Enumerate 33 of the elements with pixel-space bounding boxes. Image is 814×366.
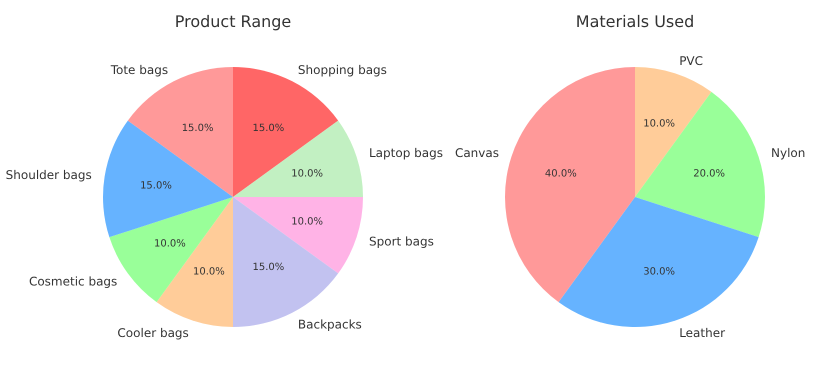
chart-title: Materials Used [576,12,694,31]
slice-label: Cosmetic bags [28,274,118,288]
pie-slice [103,120,233,238]
slice-label: Leather [679,326,726,340]
slice-label: Laptop bags [369,146,443,160]
slice-label: Cooler bags [117,326,189,340]
pie-slice [505,67,635,302]
pie-slice [233,120,363,197]
pie-slice [558,197,759,327]
data-label: 15.0% [252,262,284,273]
data-label: 20.0% [693,168,726,180]
slice-label: Shoulder bags [6,168,92,182]
slice-label: Backpacks [298,318,362,332]
slice-label: Tote bags [110,62,168,77]
slice-label: Nylon [771,146,806,160]
slice-label: Canvas [454,146,499,160]
data-label: 40.0% [544,168,577,180]
data-label: 15.0% [140,180,172,192]
pie-slice [156,197,233,327]
data-label: 10.0% [193,266,225,278]
pie-slice [635,92,765,238]
pie-slice [233,197,363,274]
slice-label: Sport bags [369,234,434,248]
chart-title: Product Range [174,12,292,31]
data-label: 15.0% [252,123,284,134]
data-label: 10.0% [643,118,675,130]
data-label: 10.0% [291,168,324,180]
data-label: 30.0% [643,266,675,278]
slice-label: Shopping bags [298,62,387,77]
data-label: 15.0% [182,123,214,134]
data-label: 10.0% [154,238,186,250]
slice-label: PVC [679,54,704,68]
data-label: 10.0% [291,216,324,228]
